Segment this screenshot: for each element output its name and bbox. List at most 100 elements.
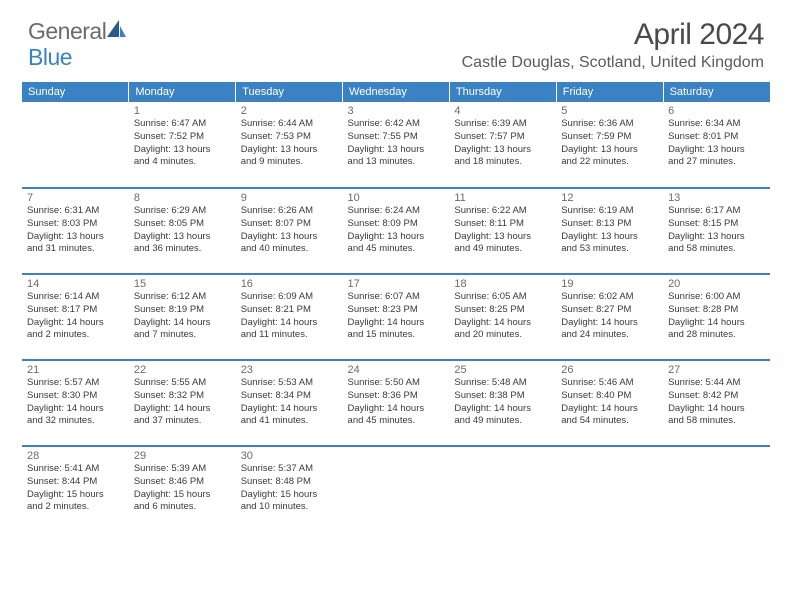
calendar-cell: 22Sunrise: 5:55 AMSunset: 8:32 PMDayligh…	[129, 360, 236, 446]
cell-daylight1: Daylight: 13 hours	[454, 231, 551, 244]
brand-text-1: General	[28, 18, 106, 45]
calendar-cell: 29Sunrise: 5:39 AMSunset: 8:46 PMDayligh…	[129, 446, 236, 532]
cell-daylight2: and 9 minutes.	[241, 156, 338, 169]
cell-daylight2: and 10 minutes.	[241, 501, 338, 514]
cell-daylight1: Daylight: 13 hours	[134, 231, 231, 244]
weekday-header: Friday	[556, 82, 663, 102]
cell-sunset: Sunset: 8:01 PM	[668, 131, 765, 144]
cell-sunset: Sunset: 8:34 PM	[241, 390, 338, 403]
cell-sunrise: Sunrise: 5:53 AM	[241, 377, 338, 390]
cell-sunset: Sunset: 8:21 PM	[241, 304, 338, 317]
calendar-cell: 17Sunrise: 6:07 AMSunset: 8:23 PMDayligh…	[343, 274, 450, 360]
brand-text-2-wrap: Blue	[28, 44, 72, 71]
weekday-header: Wednesday	[343, 82, 450, 102]
cell-daylight1: Daylight: 14 hours	[561, 403, 658, 416]
calendar-cell: 11Sunrise: 6:22 AMSunset: 8:11 PMDayligh…	[449, 188, 556, 274]
calendar-cell: 23Sunrise: 5:53 AMSunset: 8:34 PMDayligh…	[236, 360, 343, 446]
cell-daylight1: Daylight: 13 hours	[134, 144, 231, 157]
cell-sunrise: Sunrise: 6:12 AM	[134, 291, 231, 304]
cell-daylight2: and 40 minutes.	[241, 243, 338, 256]
cell-sunrise: Sunrise: 6:07 AM	[348, 291, 445, 304]
calendar-cell: 2Sunrise: 6:44 AMSunset: 7:53 PMDaylight…	[236, 102, 343, 188]
calendar-body: 1Sunrise: 6:47 AMSunset: 7:52 PMDaylight…	[22, 102, 770, 532]
cell-sunrise: Sunrise: 6:26 AM	[241, 205, 338, 218]
weekday-header: Tuesday	[236, 82, 343, 102]
weekday-header: Sunday	[22, 82, 129, 102]
day-number: 3	[348, 105, 445, 117]
cell-sunset: Sunset: 8:40 PM	[561, 390, 658, 403]
cell-daylight1: Daylight: 14 hours	[561, 317, 658, 330]
month-title: April 2024	[462, 18, 764, 52]
cell-sunrise: Sunrise: 5:48 AM	[454, 377, 551, 390]
cell-daylight2: and 27 minutes.	[668, 156, 765, 169]
day-number: 29	[134, 450, 231, 462]
cell-sunset: Sunset: 8:27 PM	[561, 304, 658, 317]
cell-sunset: Sunset: 7:55 PM	[348, 131, 445, 144]
calendar-cell: 10Sunrise: 6:24 AMSunset: 8:09 PMDayligh…	[343, 188, 450, 274]
cell-sunrise: Sunrise: 6:02 AM	[561, 291, 658, 304]
cell-daylight1: Daylight: 14 hours	[241, 317, 338, 330]
calendar-cell: 26Sunrise: 5:46 AMSunset: 8:40 PMDayligh…	[556, 360, 663, 446]
cell-daylight1: Daylight: 13 hours	[241, 144, 338, 157]
weekday-header: Thursday	[449, 82, 556, 102]
day-number: 24	[348, 364, 445, 376]
cell-daylight2: and 54 minutes.	[561, 415, 658, 428]
calendar-cell	[449, 446, 556, 532]
day-number: 7	[27, 192, 124, 204]
cell-daylight2: and 49 minutes.	[454, 243, 551, 256]
day-number: 26	[561, 364, 658, 376]
cell-daylight1: Daylight: 14 hours	[668, 403, 765, 416]
cell-daylight2: and 45 minutes.	[348, 415, 445, 428]
calendar-cell: 14Sunrise: 6:14 AMSunset: 8:17 PMDayligh…	[22, 274, 129, 360]
calendar-cell: 12Sunrise: 6:19 AMSunset: 8:13 PMDayligh…	[556, 188, 663, 274]
cell-daylight2: and 15 minutes.	[348, 329, 445, 342]
weekday-header: Saturday	[663, 82, 770, 102]
cell-sunrise: Sunrise: 6:05 AM	[454, 291, 551, 304]
cell-sunset: Sunset: 8:44 PM	[27, 476, 124, 489]
cell-sunrise: Sunrise: 5:44 AM	[668, 377, 765, 390]
cell-sunrise: Sunrise: 5:39 AM	[134, 463, 231, 476]
calendar-cell: 15Sunrise: 6:12 AMSunset: 8:19 PMDayligh…	[129, 274, 236, 360]
cell-sunset: Sunset: 7:57 PM	[454, 131, 551, 144]
day-number: 10	[348, 192, 445, 204]
cell-daylight1: Daylight: 13 hours	[27, 231, 124, 244]
calendar-cell: 16Sunrise: 6:09 AMSunset: 8:21 PMDayligh…	[236, 274, 343, 360]
cell-daylight2: and 28 minutes.	[668, 329, 765, 342]
cell-sunrise: Sunrise: 6:24 AM	[348, 205, 445, 218]
calendar-row: 1Sunrise: 6:47 AMSunset: 7:52 PMDaylight…	[22, 102, 770, 188]
cell-daylight2: and 31 minutes.	[27, 243, 124, 256]
cell-sunrise: Sunrise: 6:31 AM	[27, 205, 124, 218]
cell-sunset: Sunset: 8:46 PM	[134, 476, 231, 489]
cell-sunset: Sunset: 8:15 PM	[668, 218, 765, 231]
cell-daylight2: and 2 minutes.	[27, 329, 124, 342]
cell-daylight1: Daylight: 14 hours	[668, 317, 765, 330]
cell-daylight1: Daylight: 13 hours	[668, 231, 765, 244]
page-header: General April 2024 Castle Douglas, Scotl…	[0, 0, 792, 78]
calendar-cell: 24Sunrise: 5:50 AMSunset: 8:36 PMDayligh…	[343, 360, 450, 446]
day-number: 12	[561, 192, 658, 204]
cell-daylight1: Daylight: 13 hours	[454, 144, 551, 157]
cell-sunrise: Sunrise: 6:17 AM	[668, 205, 765, 218]
cell-sunrise: Sunrise: 5:37 AM	[241, 463, 338, 476]
calendar-cell: 28Sunrise: 5:41 AMSunset: 8:44 PMDayligh…	[22, 446, 129, 532]
cell-sunrise: Sunrise: 5:50 AM	[348, 377, 445, 390]
day-number: 15	[134, 278, 231, 290]
brand-text-2: Blue	[28, 44, 72, 70]
cell-daylight2: and 58 minutes.	[668, 415, 765, 428]
day-number: 30	[241, 450, 338, 462]
cell-daylight2: and 6 minutes.	[134, 501, 231, 514]
calendar-cell: 19Sunrise: 6:02 AMSunset: 8:27 PMDayligh…	[556, 274, 663, 360]
cell-sunset: Sunset: 7:59 PM	[561, 131, 658, 144]
day-number: 11	[454, 192, 551, 204]
cell-sunrise: Sunrise: 6:22 AM	[454, 205, 551, 218]
cell-daylight2: and 49 minutes.	[454, 415, 551, 428]
cell-daylight2: and 4 minutes.	[134, 156, 231, 169]
calendar-cell: 20Sunrise: 6:00 AMSunset: 8:28 PMDayligh…	[663, 274, 770, 360]
cell-sunset: Sunset: 8:09 PM	[348, 218, 445, 231]
cell-daylight2: and 20 minutes.	[454, 329, 551, 342]
cell-sunset: Sunset: 8:48 PM	[241, 476, 338, 489]
calendar-cell: 13Sunrise: 6:17 AMSunset: 8:15 PMDayligh…	[663, 188, 770, 274]
cell-sunrise: Sunrise: 6:44 AM	[241, 118, 338, 131]
calendar-cell: 9Sunrise: 6:26 AMSunset: 8:07 PMDaylight…	[236, 188, 343, 274]
cell-sunrise: Sunrise: 6:14 AM	[27, 291, 124, 304]
